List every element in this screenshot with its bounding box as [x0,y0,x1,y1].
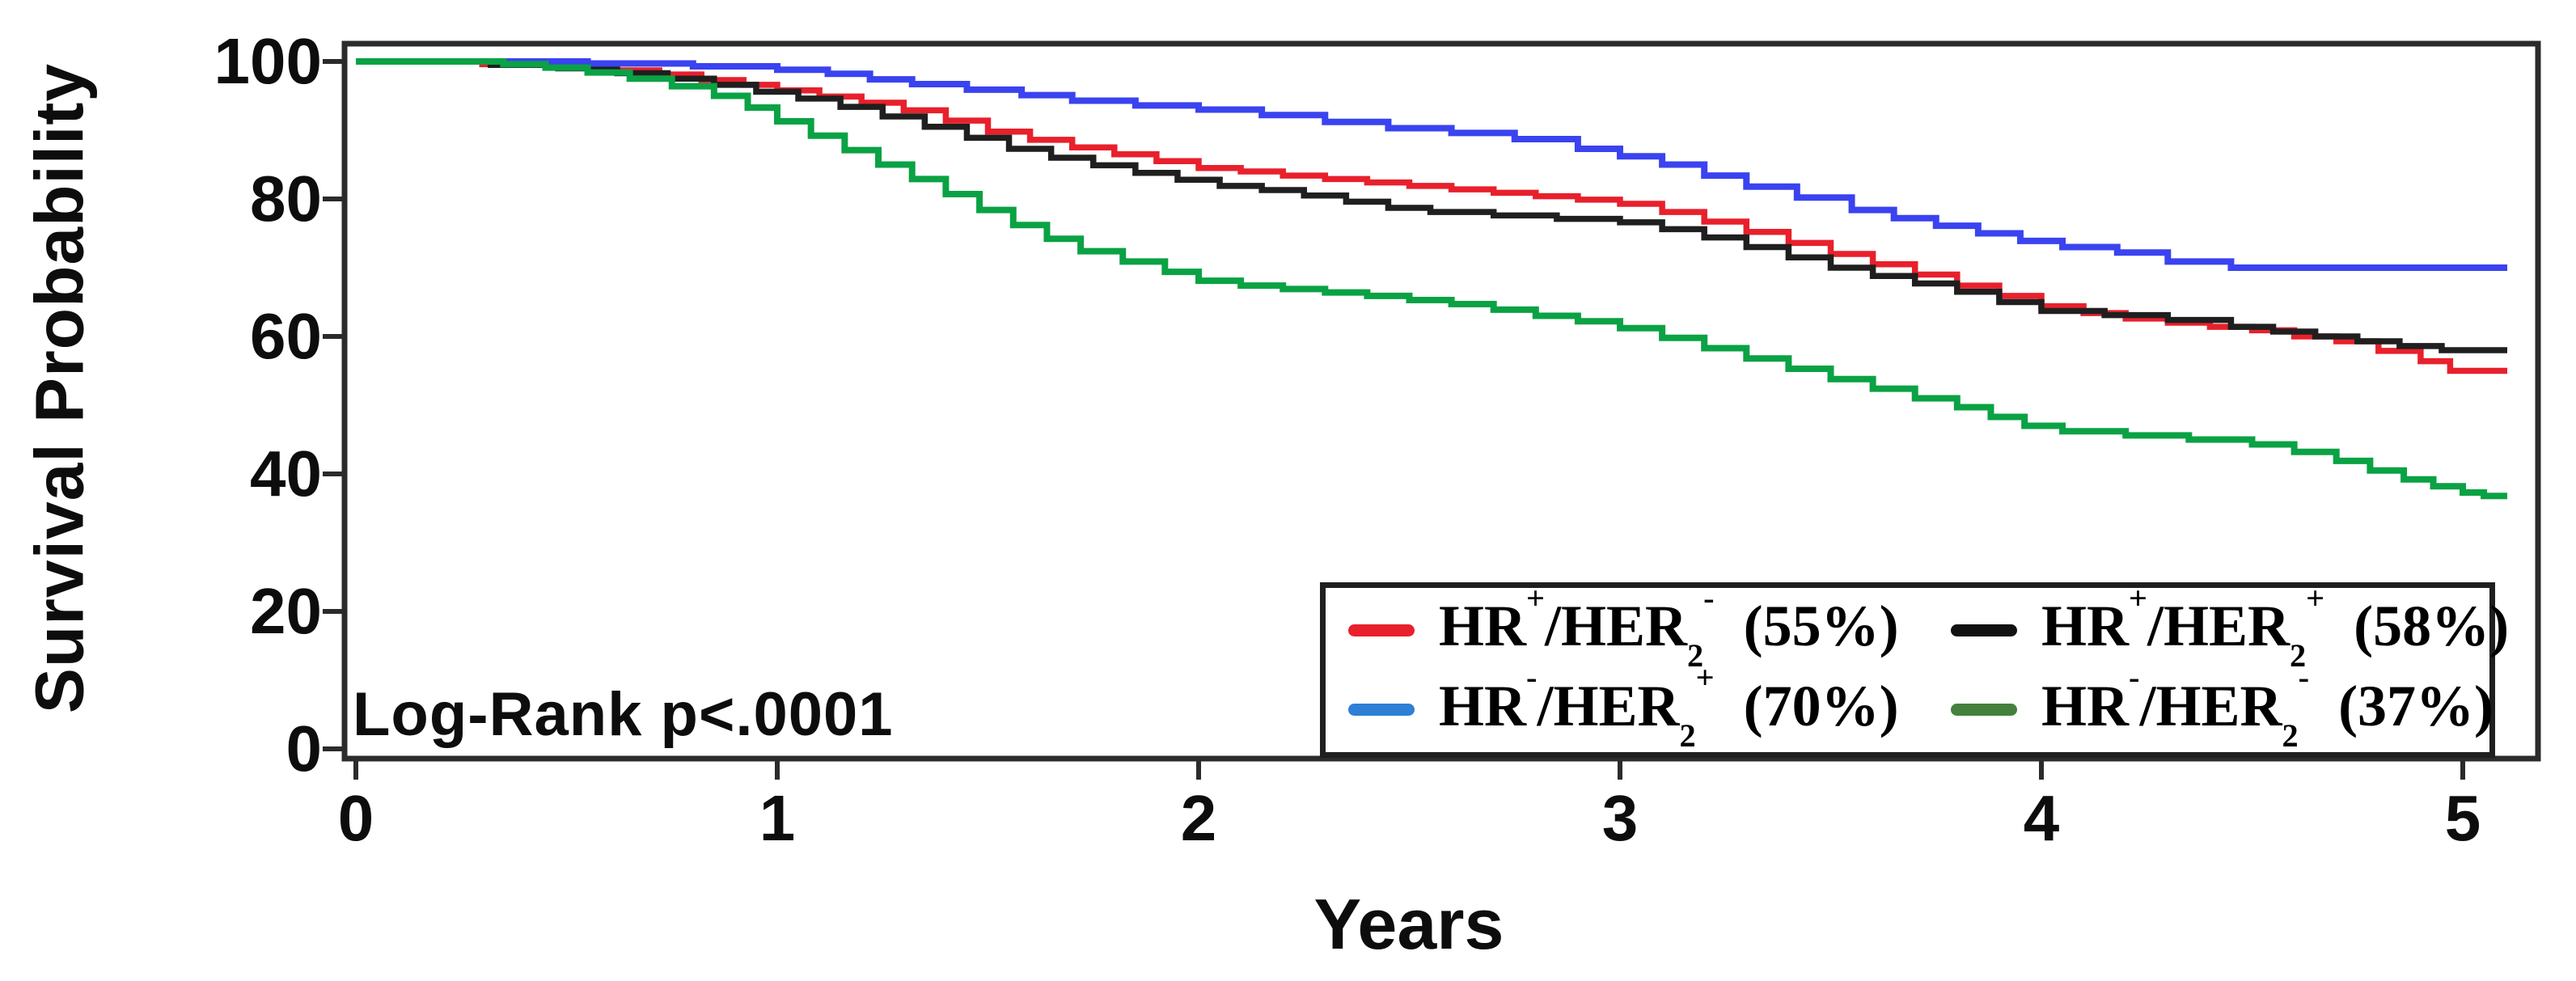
x-axis-title: Years [1313,884,1504,964]
legend-item-hr-neg-her2-pos: HR-/HER2+ (70%) [1348,659,1951,755]
survival-curve-hr-pos-her2-pos [356,58,2507,353]
legend-swatch-hr-neg-her2-neg [1951,704,2017,717]
survival-curve-hr-neg-her2-neg [356,58,2507,500]
legend-item-hr-neg-her2-neg: HR-/HER2- (37%) [1951,659,2509,755]
y-axis-title: Survival Probability [21,62,98,714]
y-tick-label: 20 [250,575,322,647]
legend-pct-hr-pos-her2-pos: (58%) [2354,593,2510,658]
plot-frame [341,40,2541,762]
legend-label-hr-neg-her2-pos: HR-/HER2+ (70%) [1439,659,1899,755]
y-tick-label: 0 [286,712,323,784]
legend-box: HR+/HER2- (55%) HR+/HER2+ (58%) HR-/HER2+ (70… [1320,579,2509,758]
y-tick-label: 100 [214,25,322,97]
x-tick-label: 0 [337,782,374,854]
legend-label-hr-pos-her2-neg: HR+/HER2- (55%) [1439,579,1899,674]
y-tick-label: 40 [250,438,322,510]
legend-swatch-hr-pos-her2-pos [1951,624,2017,636]
legend-swatch-hr-pos-her2-neg [1348,624,1415,636]
x-tick-label: 2 [1180,782,1217,854]
log-rank-annotation: Log-Rank p<.0001 [353,680,894,749]
legend-item-hr-pos-her2-neg: HR+/HER2- (55%) [1348,579,1951,674]
legend-pct-hr-pos-her2-neg: (55%) [1743,593,1899,658]
survival-curve-hr-neg-her2-pos [356,58,2507,271]
legend-pct-hr-neg-her2-pos: (70%) [1743,673,1899,738]
legend-swatch-hr-neg-her2-pos [1348,704,1415,717]
legend-pct-hr-neg-her2-neg: (37%) [2338,673,2494,738]
legend-item-hr-pos-her2-pos: HR+/HER2+ (58%) [1951,579,2510,674]
x-tick-label: 3 [1601,782,1639,854]
y-tick-label: 60 [250,300,322,372]
legend-label-hr-neg-her2-neg: HR-/HER2- (37%) [2041,659,2494,755]
survival-curve-hr-pos-her2-neg [356,58,2507,374]
x-tick-label: 4 [2023,782,2060,854]
x-tick-label: 1 [759,782,796,854]
legend-label-hr-pos-her2-pos: HR+/HER2+ (58%) [2041,579,2510,674]
y-tick-label: 80 [250,163,322,235]
x-tick-label: 5 [2444,782,2481,854]
